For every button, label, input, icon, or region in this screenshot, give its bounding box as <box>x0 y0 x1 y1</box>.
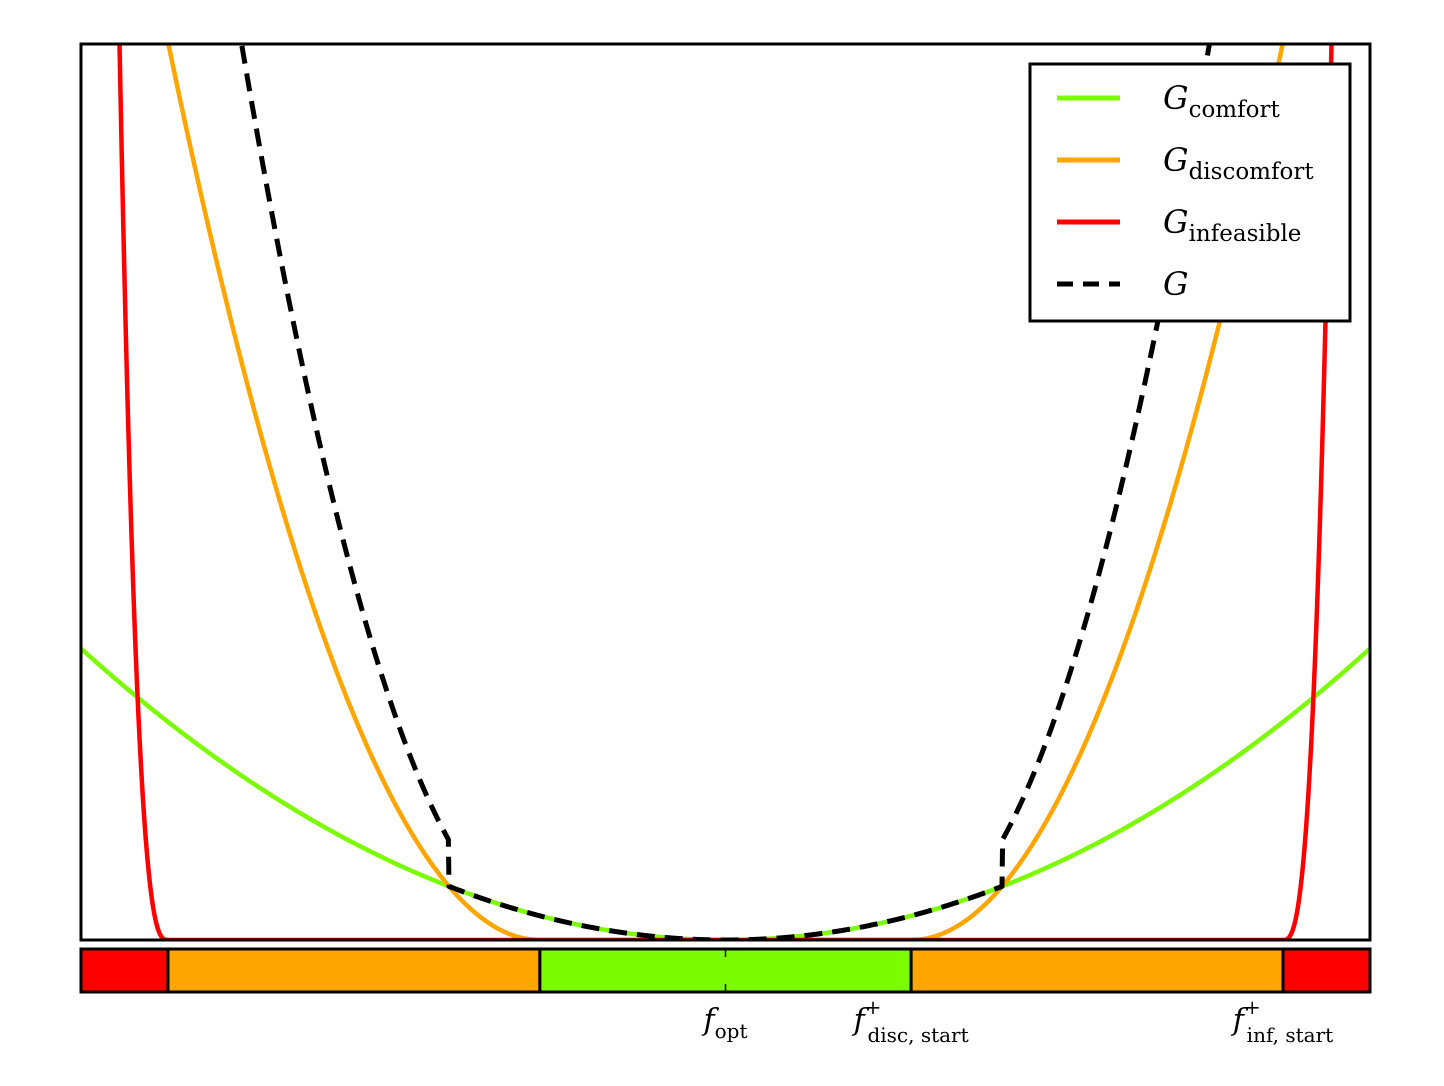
tick-label-0: fopt <box>702 1003 748 1043</box>
tick-label-1: f+ disc, start <box>852 995 969 1047</box>
zone-4 <box>1281 947 1372 994</box>
legend-label-discomfort: Gdiscomfort <box>1163 141 1314 185</box>
plot-curves <box>81 44 1370 940</box>
zone-1 <box>166 947 542 994</box>
tick-label-2: f+ inf, start <box>1231 995 1333 1047</box>
zone-0 <box>79 947 170 994</box>
zone-3 <box>909 947 1285 994</box>
series-line-total <box>239 44 1212 940</box>
legend: Gcomfort Gdiscomfort Ginfeasible G <box>1028 62 1352 323</box>
plot-frame <box>79 42 1372 942</box>
legend-label-infeasible: Ginfeasible <box>1163 203 1301 247</box>
legend-label-total: G <box>1163 265 1189 303</box>
legend-box <box>1028 62 1352 323</box>
x-ticks: fopt f+ disc, start f+ inf, start <box>702 949 1333 1047</box>
series-line-discomfort <box>166 44 1285 940</box>
series-line-comfort <box>81 646 1370 940</box>
legend-label-comfort: Gcomfort <box>1163 79 1280 123</box>
